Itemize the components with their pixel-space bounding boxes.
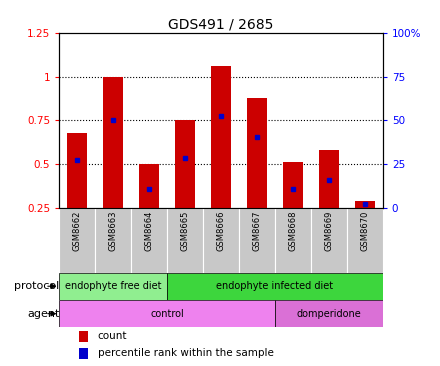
Bar xyxy=(103,76,123,208)
Text: endophyte infected diet: endophyte infected diet xyxy=(216,281,334,291)
Bar xyxy=(95,208,131,273)
Text: count: count xyxy=(98,332,127,341)
Text: agent: agent xyxy=(27,309,59,319)
Bar xyxy=(283,162,303,208)
Bar xyxy=(355,201,375,208)
Text: GSM8665: GSM8665 xyxy=(181,211,190,251)
Text: GSM8663: GSM8663 xyxy=(109,211,118,251)
Bar xyxy=(59,300,275,328)
Text: GSM8662: GSM8662 xyxy=(73,211,82,251)
Bar xyxy=(175,120,195,208)
Bar xyxy=(239,208,275,273)
Bar xyxy=(247,98,267,208)
Bar xyxy=(59,273,167,300)
Text: endophyte free diet: endophyte free diet xyxy=(65,281,161,291)
Bar xyxy=(79,348,88,359)
Bar xyxy=(79,331,88,342)
Bar xyxy=(139,164,159,208)
Bar xyxy=(275,300,383,328)
Bar xyxy=(275,208,311,273)
Bar xyxy=(311,208,347,273)
Text: control: control xyxy=(150,309,184,319)
Bar xyxy=(131,208,167,273)
Text: GSM8669: GSM8669 xyxy=(324,211,334,251)
Bar xyxy=(167,273,383,300)
Text: protocol: protocol xyxy=(14,281,59,291)
Bar xyxy=(211,66,231,208)
Text: GSM8670: GSM8670 xyxy=(360,211,369,251)
Bar xyxy=(347,208,383,273)
Bar xyxy=(59,208,95,273)
Bar xyxy=(67,132,87,208)
Bar xyxy=(167,208,203,273)
Text: GSM8668: GSM8668 xyxy=(289,211,297,251)
Bar xyxy=(203,208,239,273)
Text: domperidone: domperidone xyxy=(297,309,361,319)
Bar xyxy=(319,150,339,208)
Text: GSM8666: GSM8666 xyxy=(216,211,226,251)
Text: GSM8667: GSM8667 xyxy=(253,211,261,251)
Title: GDS491 / 2685: GDS491 / 2685 xyxy=(169,18,274,32)
Text: GSM8664: GSM8664 xyxy=(145,211,154,251)
Text: percentile rank within the sample: percentile rank within the sample xyxy=(98,348,273,358)
